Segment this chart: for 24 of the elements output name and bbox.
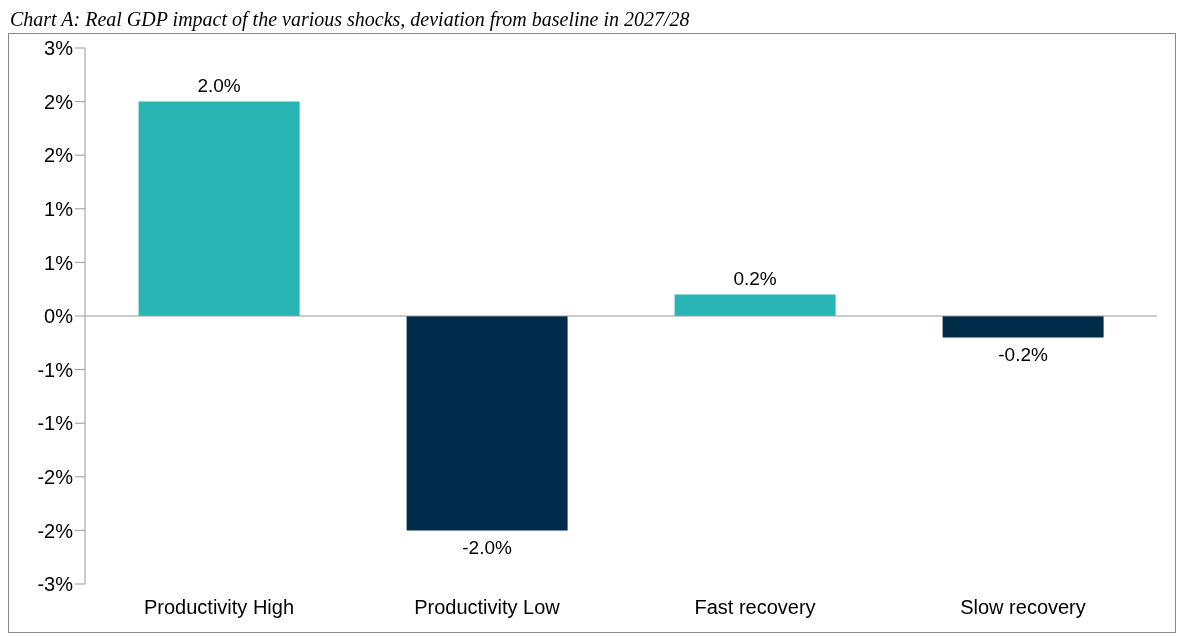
x-tick-label: Productivity High [143,596,295,619]
y-tick-label: -2% [37,519,74,542]
y-tick-label: 3% [44,37,74,60]
bar [674,294,836,316]
bar [138,101,300,316]
x-tick-label: Slow recovery [960,596,1086,619]
y-tick-label: 2% [44,90,74,113]
data-label: -0.2% [998,344,1049,366]
y-tick-label: 0% [44,305,74,328]
bar [406,316,568,531]
data-label: -2.0% [462,537,513,559]
y-tick-label: 1% [44,251,74,274]
y-tick-label: -3% [37,573,74,596]
data-label: 2.0% [197,74,241,96]
data-label: 0.2% [733,267,777,289]
bar [942,316,1104,338]
chart-title: Chart A: Real GDP impact of the various shocks, deviation from baseline in 2027/28 [10,8,691,31]
x-tick-label: Productivity Low [414,596,561,619]
y-tick-label: -1% [37,412,74,435]
y-tick-label: 2% [44,144,74,167]
x-tick-label: Fast recovery [694,596,816,619]
y-tick-label: -1% [37,358,74,381]
y-tick-label: 1% [44,197,74,220]
y-tick-label: -2% [37,465,74,488]
